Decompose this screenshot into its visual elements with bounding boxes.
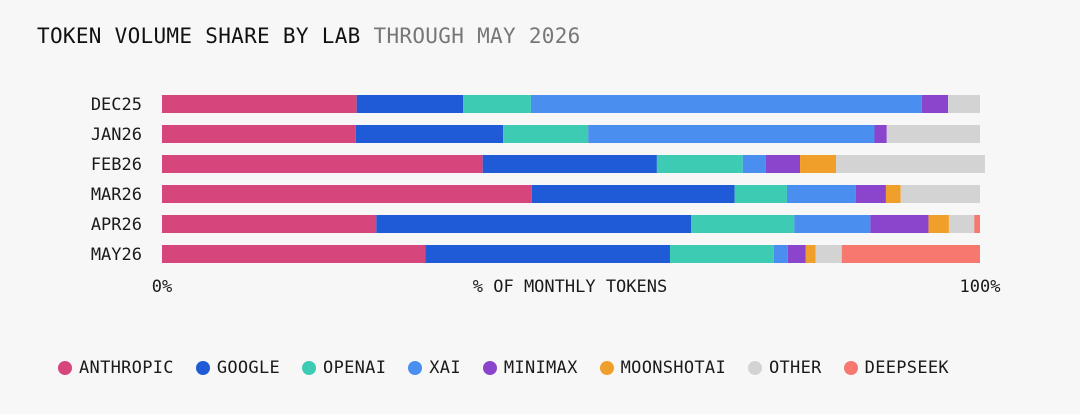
chart-subtitle: THROUGH MAY 2026 [373, 24, 581, 48]
legend-item-other: OTHER [747, 358, 822, 378]
bar-segment-minimax-mar26 [855, 185, 886, 203]
legend-item-google: GOOGLE [195, 358, 281, 378]
chart-title-main: TOKEN VOLUME SHARE BY LAB [37, 24, 361, 48]
bar-segment-anthropic-mar26 [162, 185, 532, 203]
chart-title: TOKEN VOLUME SHARE BY LAB THROUGH MAY 20… [37, 24, 581, 48]
bar-segment-minimax-feb26 [765, 155, 801, 173]
bar-segment-google-jan26 [355, 125, 504, 143]
bar-segment-deepseek-may26 [841, 245, 980, 263]
bar-segment-anthropic-may26 [162, 245, 426, 263]
legend-swatch-openai [302, 361, 317, 375]
legend-label-openai: OPENAI [323, 358, 387, 378]
bar-segment-moonshotai-apr26 [928, 215, 949, 233]
bar-segment-openai-feb26 [656, 155, 743, 173]
bar-segment-xai-may26 [773, 245, 788, 263]
legend-item-deepseek: DEEPSEEK [843, 358, 949, 378]
category-label-jan26: JAN26 [91, 125, 142, 145]
x-axis-label: % OF MONTHLY TOKENS [473, 277, 667, 297]
legend-swatch-moonshotai [599, 361, 614, 375]
bar-segment-openai-mar26 [734, 185, 787, 203]
legend-label-minimax: MINIMAX [503, 358, 578, 378]
bar-segment-openai-may26 [669, 245, 774, 263]
legend-item-minimax: MINIMAX [482, 358, 578, 378]
legend-swatch-anthropic [58, 361, 72, 375]
category-label-may26: MAY26 [91, 245, 142, 265]
x-tick-label-0: 0% [152, 277, 172, 297]
bar-segment-google-apr26 [376, 215, 692, 233]
bar-segment-other-mar26 [900, 185, 980, 203]
legend-swatch-deepseek [843, 361, 858, 375]
legend: ANTHROPIC GOOGLE OPENAI XAI MINIMAX MOONSHOTA… [58, 358, 949, 378]
bar-segment-xai-dec25 [530, 95, 922, 113]
legend-item-openai: OPENAI [302, 358, 386, 378]
legend-swatch-google [195, 361, 210, 375]
legend-label-google: GOOGLE [216, 358, 281, 378]
legend-label-moonshotai: MOONSHOTAI [620, 358, 726, 378]
legend-label-xai: XAI [429, 358, 461, 378]
category-labels-group: DEC25 JAN26 FEB26 MAR26 APR26 MAY26 [91, 95, 142, 265]
legend-swatch-minimax [482, 361, 497, 375]
bar-segment-xai-feb26 [742, 155, 766, 173]
legend-item-moonshotai: MOONSHOTAI [599, 358, 726, 378]
category-label-feb26: FEB26 [91, 155, 142, 175]
bar-segment-minimax-may26 [787, 245, 806, 263]
legend-label-other: OTHER [768, 358, 822, 378]
bar-segment-other-may26 [815, 245, 842, 263]
bar-segment-openai-apr26 [691, 215, 795, 233]
bar-segment-minimax-jan26 [874, 125, 887, 143]
bar-segment-google-mar26 [531, 185, 735, 203]
bar-segment-moonshotai-mar26 [885, 185, 901, 203]
bar-segment-anthropic-dec25 [162, 95, 357, 113]
bar-segment-other-apr26 [948, 215, 975, 233]
category-label-dec25: DEC25 [91, 95, 142, 115]
bar-segment-openai-jan26 [503, 125, 589, 143]
bars-group [162, 95, 985, 263]
bar-segment-xai-mar26 [786, 185, 856, 203]
bar-segment-minimax-apr26 [870, 215, 929, 233]
legend-item-xai: XAI [408, 358, 461, 378]
legend-swatch-xai [408, 361, 423, 375]
bar-segment-deepseek-apr26 [974, 215, 980, 233]
bar-segment-moonshotai-feb26 [800, 155, 837, 173]
bar-segment-google-dec25 [356, 95, 464, 113]
bar-segment-anthropic-feb26 [162, 155, 483, 173]
category-label-apr26: APR26 [91, 215, 142, 235]
bar-segment-moonshotai-may26 [805, 245, 816, 263]
bar-segment-xai-jan26 [588, 125, 875, 143]
bar-segment-openai-dec25 [463, 95, 531, 113]
bar-segment-google-may26 [425, 245, 670, 263]
bar-segment-google-feb26 [482, 155, 657, 173]
bar-segment-xai-apr26 [794, 215, 871, 233]
bar-segment-other-jan26 [886, 125, 980, 143]
legend-label-deepseek: DEEPSEEK [864, 358, 949, 378]
bar-segment-other-dec25 [948, 95, 980, 113]
bar-segment-anthropic-jan26 [162, 125, 356, 143]
bar-segment-minimax-dec25 [921, 95, 949, 113]
x-tick-label-1: 100% [960, 277, 1001, 297]
legend-swatch-other [747, 361, 762, 375]
legend-item-anthropic: ANTHROPIC [58, 358, 174, 378]
bar-segment-other-feb26 [836, 155, 985, 173]
bar-segment-anthropic-apr26 [162, 215, 377, 233]
legend-label-anthropic: ANTHROPIC [79, 358, 174, 378]
stacked-bar-chart: DEC25 JAN26 FEB26 MAR26 APR26 MAY26 0% % OF M… [91, 95, 1001, 297]
category-label-mar26: MAR26 [91, 185, 142, 205]
